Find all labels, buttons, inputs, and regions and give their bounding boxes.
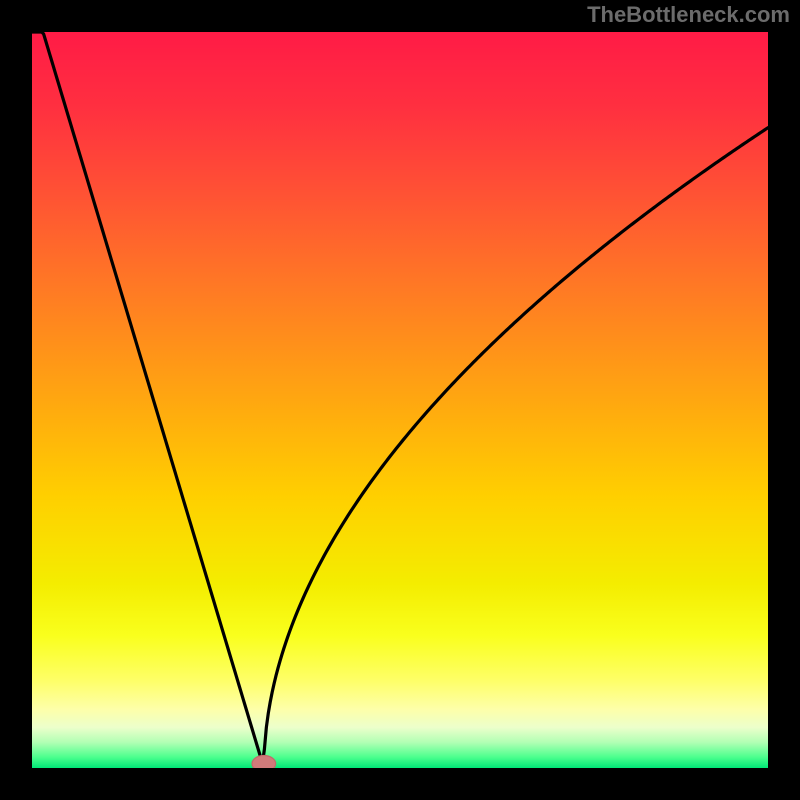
watermark-text: TheBottleneck.com xyxy=(587,2,790,28)
chart-svg xyxy=(32,32,768,768)
min-marker xyxy=(252,755,276,768)
chart-plot-area xyxy=(32,32,768,768)
chart-background xyxy=(32,32,768,768)
